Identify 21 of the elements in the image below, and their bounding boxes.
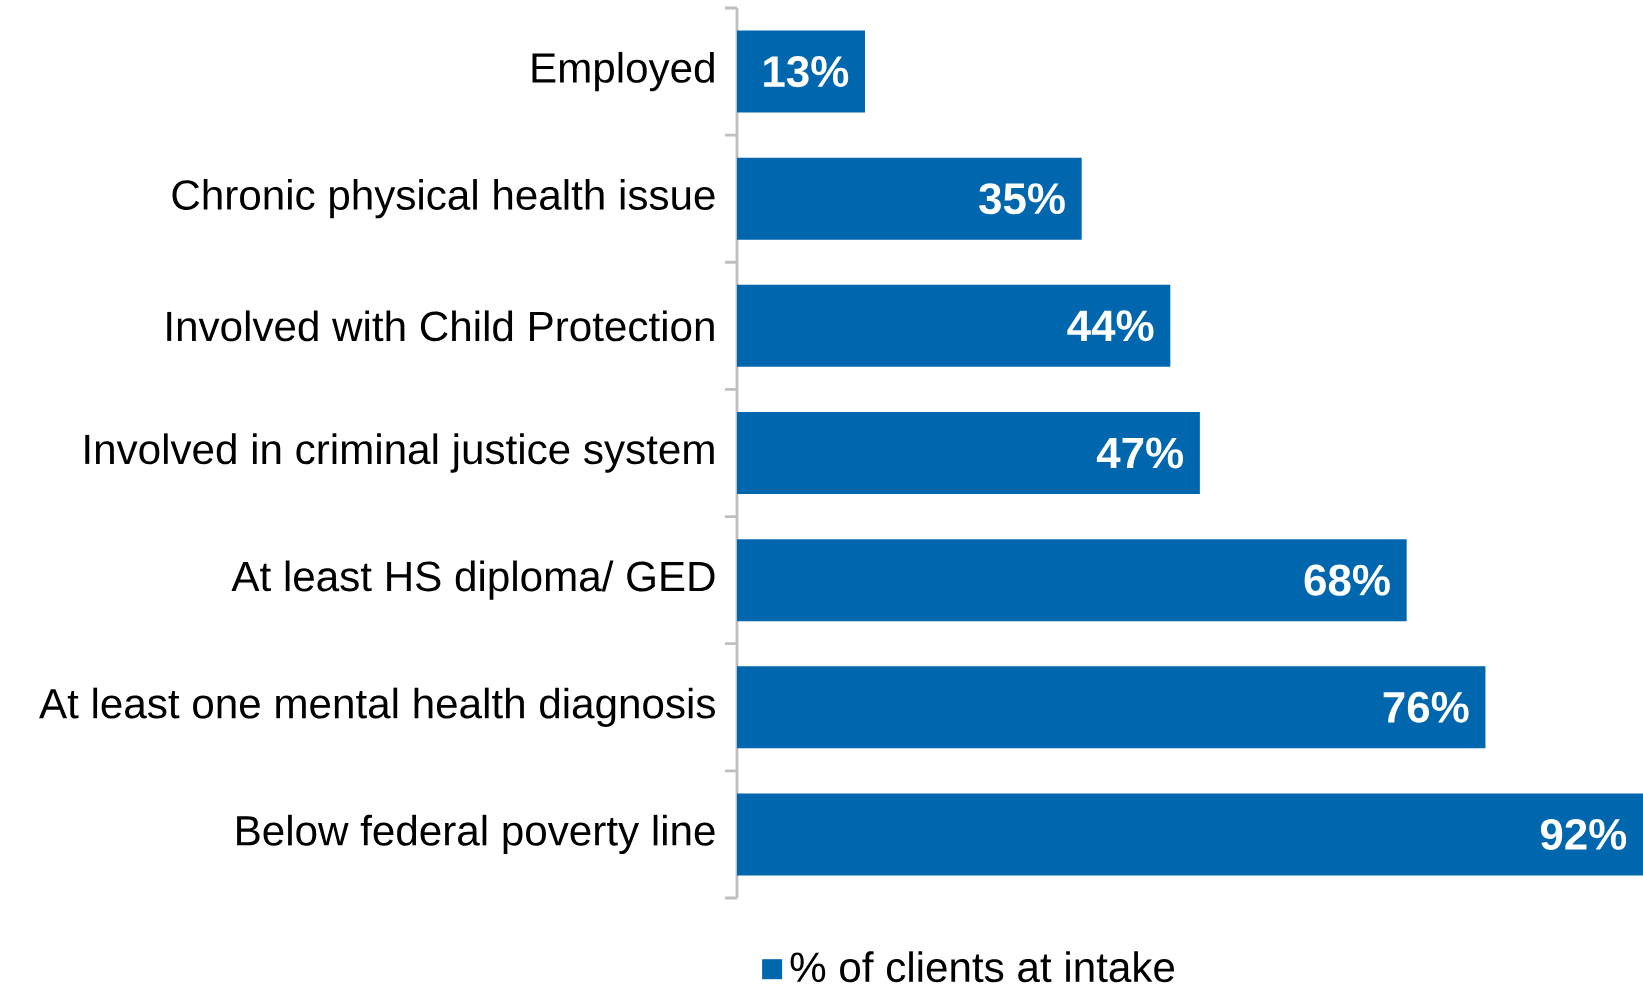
bar	[737, 411, 1200, 494]
data-label: 47%	[1096, 437, 1183, 469]
y-tick-label: At least HS diploma/ GED	[231, 560, 715, 600]
y-tick-label: Employed	[532, 51, 714, 92]
bar	[737, 539, 1407, 622]
bar	[737, 284, 1171, 367]
data-label: 13%	[764, 55, 849, 88]
bar	[737, 793, 1643, 876]
data-label: 76%	[1383, 691, 1469, 723]
bar	[737, 157, 1082, 240]
data-label: 68%	[1304, 564, 1390, 596]
y-tick-label: At least one mental health diagnosis	[39, 687, 715, 727]
data-label: 92%	[1540, 818, 1627, 850]
data-label: 35%	[979, 183, 1065, 215]
data-label: 44%	[1067, 310, 1154, 342]
y-tick-label: Involved in criminal justice system	[85, 433, 714, 473]
legend-label: % of clients at intake	[790, 951, 1175, 983]
y-tick-label: Involved with Child Protection	[167, 310, 714, 342]
y-tick-label: Below federal poverty line	[237, 814, 715, 855]
bar	[737, 666, 1486, 749]
y-tick-label: Chronic physical health issue	[172, 179, 715, 219]
